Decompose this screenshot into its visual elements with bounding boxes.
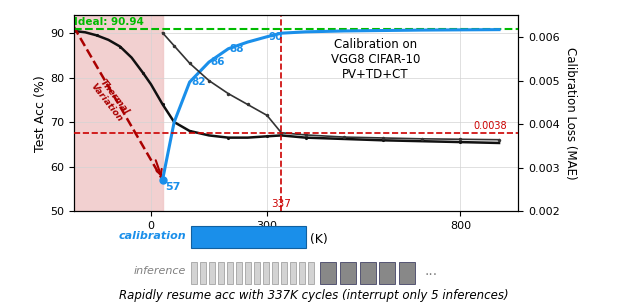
FancyBboxPatch shape: [218, 262, 224, 284]
Y-axis label: Calibration Loss (MAE): Calibration Loss (MAE): [564, 47, 577, 180]
Text: Ideal: 90.94: Ideal: 90.94: [74, 17, 144, 27]
FancyBboxPatch shape: [263, 262, 269, 284]
Text: 57: 57: [166, 182, 181, 192]
FancyBboxPatch shape: [380, 262, 396, 284]
FancyBboxPatch shape: [245, 262, 252, 284]
Text: Thermal
Variation: Thermal Variation: [88, 76, 132, 124]
X-axis label: Cycles (K): Cycles (K): [264, 233, 328, 246]
FancyBboxPatch shape: [299, 262, 305, 284]
FancyBboxPatch shape: [340, 262, 356, 284]
FancyBboxPatch shape: [360, 262, 376, 284]
FancyBboxPatch shape: [290, 262, 296, 284]
FancyBboxPatch shape: [399, 262, 415, 284]
Text: Rapidly resume acc with 337K cycles (interrupt only 5 inferences): Rapidly resume acc with 337K cycles (int…: [119, 289, 508, 302]
FancyBboxPatch shape: [191, 226, 306, 248]
FancyBboxPatch shape: [281, 262, 287, 284]
FancyBboxPatch shape: [236, 262, 242, 284]
FancyBboxPatch shape: [200, 262, 206, 284]
FancyBboxPatch shape: [209, 262, 215, 284]
Text: calibration: calibration: [118, 231, 186, 241]
Text: ...: ...: [424, 264, 438, 278]
Text: Calibration on
VGG8 CIFAR-10
PV+TD+CT: Calibration on VGG8 CIFAR-10 PV+TD+CT: [331, 38, 420, 81]
Text: 90: 90: [269, 32, 283, 42]
FancyBboxPatch shape: [227, 262, 233, 284]
Y-axis label: Test Acc (%): Test Acc (%): [34, 75, 47, 152]
Text: 0.0038: 0.0038: [473, 120, 507, 131]
FancyBboxPatch shape: [319, 262, 335, 284]
FancyBboxPatch shape: [272, 262, 278, 284]
FancyBboxPatch shape: [191, 262, 197, 284]
Text: 337: 337: [271, 199, 291, 209]
Bar: [74, 15, 163, 211]
FancyBboxPatch shape: [308, 262, 314, 284]
Text: 86: 86: [211, 57, 225, 67]
Text: inference: inference: [134, 266, 186, 276]
Text: 82: 82: [191, 77, 205, 87]
Text: 88: 88: [230, 44, 244, 54]
FancyBboxPatch shape: [254, 262, 260, 284]
